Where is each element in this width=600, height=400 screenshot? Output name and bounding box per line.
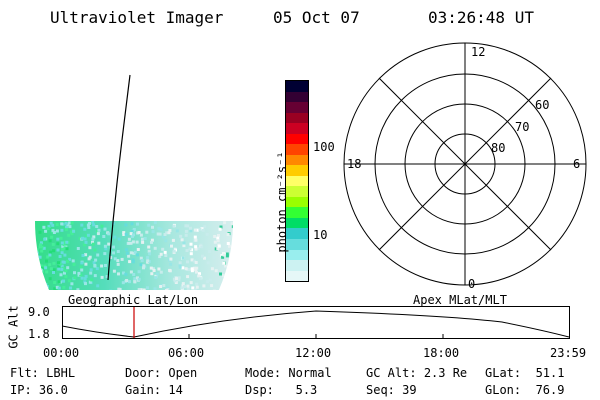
door-label: Door:	[125, 366, 162, 380]
colorbar-band	[286, 175, 308, 187]
colorbar-band	[286, 154, 308, 166]
gc-alt-curve	[62, 310, 570, 338]
colorbar-tick-10: 10	[313, 228, 328, 242]
terminator-line	[107, 74, 131, 281]
status-gcalt: GC Alt: 2.3 Re	[366, 366, 467, 380]
timeline-ytick-1-8: 1.8	[28, 327, 50, 341]
instrument-title: Ultraviolet Imager	[50, 8, 224, 27]
timeline-xtick-0600: 06:00	[168, 346, 205, 360]
ip-label: IP:	[10, 383, 32, 397]
colorbar-unit-label: photon cm⁻²s⁻¹	[275, 151, 289, 253]
colorbar-band	[286, 228, 308, 239]
colorbar-band	[286, 186, 308, 197]
gcalt-value: 2.3 Re	[423, 366, 468, 380]
mlt-label-18: 18	[347, 157, 361, 171]
lat-label-80: 80	[491, 141, 505, 155]
colorbar-band	[286, 123, 308, 134]
gain-value: 14	[168, 383, 183, 397]
status-glat: GLat: 51.1	[485, 366, 564, 380]
timeline-ytick-9: 9.0	[28, 305, 50, 319]
colorbar-band	[286, 165, 308, 176]
colorbar-band	[286, 112, 308, 124]
status-glon: GLon: 76.9	[485, 383, 564, 397]
door-value: Open	[168, 366, 198, 380]
colorbar-band	[286, 249, 308, 261]
colorbar-band	[286, 238, 308, 250]
polar-diagonal-2	[378, 77, 552, 251]
gain-label: Gain:	[125, 383, 162, 397]
lat-label-60: 60	[535, 98, 549, 112]
mode-label: Mode:	[245, 366, 282, 380]
colorbar-band	[286, 260, 308, 271]
timeline-frame	[62, 306, 570, 339]
timeline-left-title: Geographic Lat/Lon	[68, 293, 199, 307]
mode-value: Normal	[288, 366, 332, 380]
status-flt: Flt: LBHL	[10, 366, 75, 380]
glat-value: 51.1	[535, 366, 565, 380]
polar-plot: 12 18 6 0 60 70 80	[343, 42, 587, 291]
lat-label-70: 70	[515, 120, 529, 134]
timeline-xtick-1800: 18:00	[423, 346, 460, 360]
status-seq: Seq: 39	[366, 383, 417, 397]
glon-label: GLon:	[485, 383, 522, 397]
timeline-plot	[62, 306, 570, 339]
mlt-label-12: 12	[471, 45, 485, 59]
seq-value: 39	[402, 383, 417, 397]
seq-label: Seq:	[366, 383, 395, 397]
status-dsp: Dsp: 5.3	[245, 383, 317, 397]
timeline-axis-title: GC Alt	[6, 305, 21, 349]
colorbar-band	[286, 207, 308, 218]
colorbar-band	[286, 91, 308, 103]
flt-label: Flt:	[10, 366, 39, 380]
colorbar-band	[286, 133, 308, 145]
geographic-image	[35, 74, 233, 290]
colorbar-band	[286, 144, 308, 155]
gcalt-label: GC Alt:	[366, 366, 417, 380]
dsp-value: 5.3	[295, 383, 318, 397]
mlt-label-0: 0	[468, 277, 475, 291]
timeline-xtick-1200: 12:00	[295, 346, 332, 360]
colorbar-band	[286, 217, 308, 229]
colorbar-band	[286, 102, 308, 113]
timeline-right-title: Apex MLat/MLT	[413, 293, 507, 307]
glon-value: 76.9	[535, 383, 565, 397]
timeline-xtick-2359: 23:59	[550, 346, 587, 360]
colorbar-tick-100: 100	[313, 140, 335, 154]
colorbar-band	[286, 81, 308, 92]
ip-value: 36.0	[38, 383, 68, 397]
status-mode: Mode: Normal	[245, 366, 332, 380]
status-door: Door: Open	[125, 366, 197, 380]
timeline-xtick-0000: 00:00	[43, 346, 80, 360]
colorbar-band	[286, 270, 308, 281]
time-label: 03:26:48 UT	[428, 8, 534, 27]
status-gain: Gain: 14	[125, 383, 183, 397]
dsp-label: Dsp:	[245, 383, 274, 397]
date-label: 05 Oct 07	[273, 8, 360, 27]
mlt-label-6: 6	[573, 157, 580, 171]
glat-label: GLat:	[485, 366, 522, 380]
status-ip: IP: 36.0	[10, 383, 68, 397]
colorbar-band	[286, 196, 308, 208]
flt-value: LBHL	[46, 366, 76, 380]
colorbar	[285, 80, 309, 282]
